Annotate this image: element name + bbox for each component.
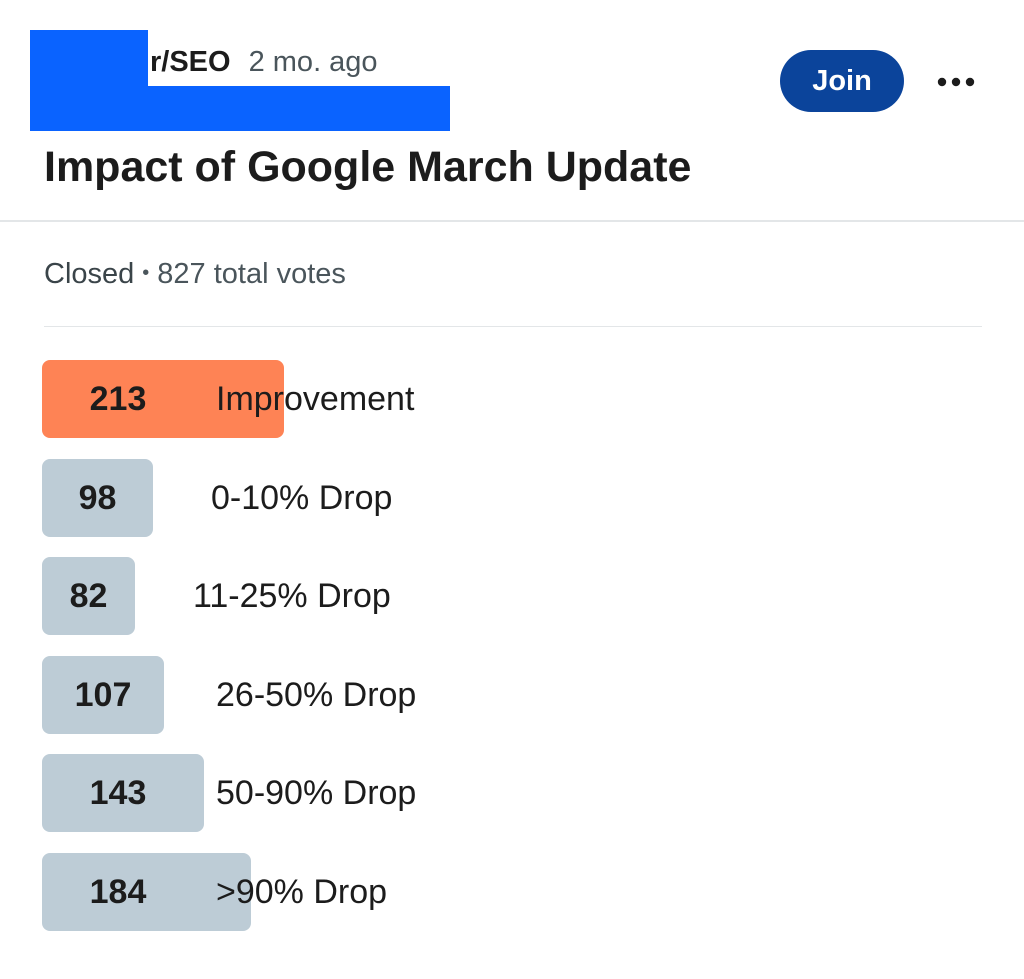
poll-result-bar [42, 655, 164, 734]
poll-option-label: Improvement [216, 380, 415, 418]
poll-option: 184 >90% Drop [42, 852, 982, 931]
poll-option-label: 50-90% Drop [216, 774, 417, 813]
join-button[interactable]: Join [780, 50, 904, 112]
poll-option-count: 143 [89, 774, 147, 813]
post-meta: r/SEO 2 mo. ago [150, 44, 378, 80]
post-age: 2 mo. ago [248, 46, 378, 78]
poll-option-label: 26-50% Drop [216, 675, 417, 714]
poll-option-count: 184 [89, 872, 147, 911]
poll-result-bar [42, 754, 204, 833]
more-horizontal-icon [937, 77, 975, 87]
poll-option: 98 0-10% Drop [42, 458, 982, 537]
poll-option: 82 11-25% Drop [42, 557, 982, 636]
more-options-button[interactable] [930, 60, 982, 104]
poll-option-count: 107 [74, 675, 132, 714]
poll-option-count: 82 [69, 577, 108, 616]
poll-total-votes: 827 total votes [157, 258, 346, 290]
poll-option-label: 0-10% Drop [211, 478, 393, 517]
poll-option-label: >90% Drop [216, 872, 388, 911]
poll-divider [44, 326, 982, 327]
subreddit-link[interactable]: r/SEO [150, 46, 231, 78]
poll-option: 213 Improvement [42, 360, 982, 438]
poll-result-bar [42, 458, 153, 537]
poll-option: 143 50-90% Drop [42, 754, 982, 833]
poll-closed-label: Closed [44, 258, 135, 290]
post-title[interactable]: Impact of Google March Update [44, 143, 692, 191]
separator-dot: • [142, 262, 150, 284]
poll-option-label: 11-25% Drop [193, 577, 391, 616]
redaction-block [30, 86, 450, 131]
poll-option-count: 98 [78, 478, 117, 517]
poll-result-bar [42, 852, 251, 931]
poll-option-count: 213 [89, 380, 147, 418]
divider [0, 220, 1024, 222]
poll-result-bar [42, 360, 284, 438]
poll-status: Closed • 827 total votes [44, 254, 346, 293]
poll-result-bar [42, 557, 135, 636]
poll-option: 107 26-50% Drop [42, 655, 982, 734]
poll-options: 213 Improvement 98 0-10% Drop 82 11-25% … [42, 360, 982, 952]
